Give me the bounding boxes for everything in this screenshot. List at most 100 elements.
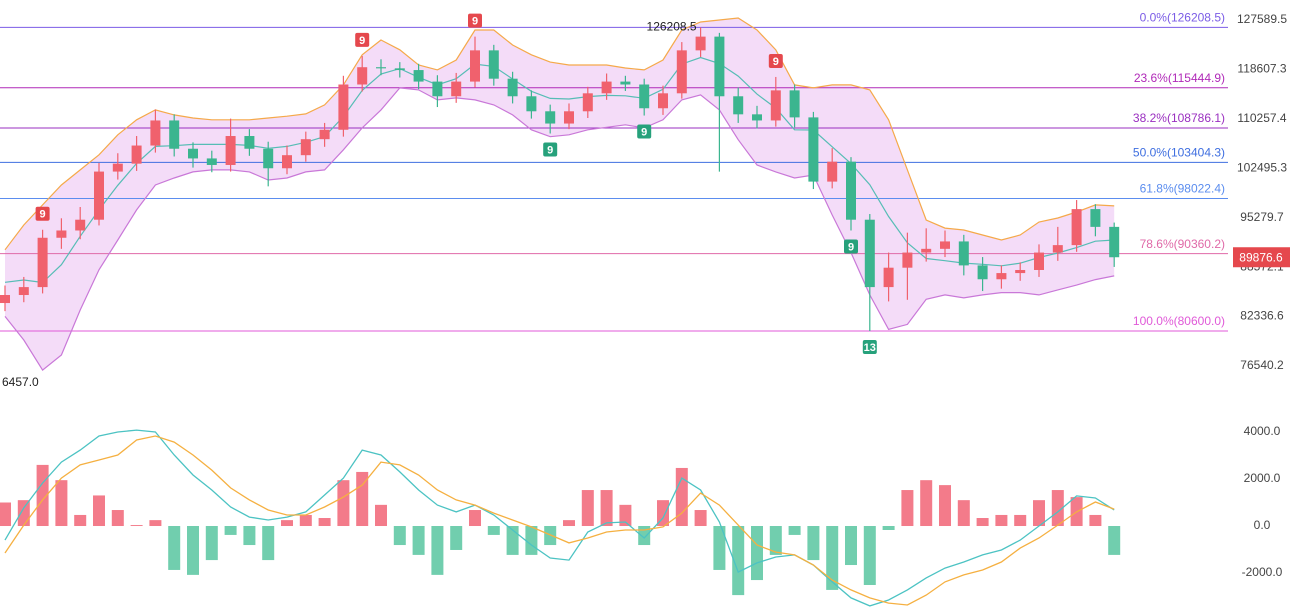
candle-body — [1071, 209, 1082, 246]
candle-body — [282, 155, 292, 169]
td-badge — [637, 124, 652, 139]
macd-bar — [1089, 514, 1102, 527]
macd-bar — [600, 490, 613, 527]
macd-bar — [675, 467, 688, 527]
fib-label: 0.0%(126208.5) — [1140, 11, 1225, 25]
candle-body — [319, 129, 330, 140]
macd-bar — [299, 514, 312, 527]
macd-bar — [732, 526, 745, 596]
macd-bar — [262, 526, 275, 561]
y-tick-label: 2000.0 — [1244, 471, 1281, 485]
macd-bar — [826, 526, 839, 590]
candle-body — [601, 81, 612, 94]
candle-body — [75, 219, 86, 231]
td-badge — [35, 206, 50, 221]
candle-body — [188, 148, 198, 159]
candle-body — [376, 67, 386, 69]
macd-bar — [205, 526, 218, 561]
td-badge — [844, 239, 858, 254]
macd-bar — [149, 520, 162, 527]
candle-body — [37, 237, 48, 288]
candle-body — [695, 36, 706, 51]
macd-bar — [657, 500, 669, 527]
macd-bar — [55, 480, 68, 527]
candle-body — [564, 111, 574, 124]
macd-bar — [469, 510, 481, 527]
candle-body — [488, 50, 499, 79]
candle-body — [0, 295, 10, 304]
candle-body — [18, 287, 29, 296]
candle-body — [470, 50, 480, 82]
macd-bar — [1108, 526, 1121, 555]
candle-body — [770, 90, 781, 121]
macd-bar — [901, 490, 914, 527]
candle-body — [300, 139, 311, 156]
y-tick-label: 82336.6 — [1240, 309, 1284, 323]
candle-body — [206, 158, 217, 165]
macd-bar — [976, 518, 989, 527]
candle-body — [996, 273, 1007, 280]
macd-bar — [882, 526, 895, 530]
macd-line — [4, 429, 1115, 607]
candle-body — [94, 171, 104, 220]
macd-bar — [957, 500, 970, 527]
y-tick-label: 110257.4 — [1237, 111, 1286, 125]
candle-body — [752, 114, 762, 121]
candle-body — [413, 70, 424, 82]
y-tick-label: 95279.7 — [1240, 210, 1284, 224]
macd-bar — [995, 514, 1008, 527]
macd-bar — [412, 526, 425, 555]
macd-bar — [393, 526, 406, 546]
candle-body — [658, 93, 668, 109]
candle-body — [56, 230, 67, 238]
candle-body — [507, 78, 518, 97]
candle-body — [357, 67, 368, 85]
macd-bar — [1051, 490, 1064, 527]
macd-bar — [619, 504, 632, 527]
macd-bar — [375, 504, 387, 527]
macd-bar — [581, 490, 594, 527]
y-tick-label: 102495.3 — [1237, 160, 1287, 174]
macd-bar — [807, 526, 820, 561]
macd-bar — [920, 480, 933, 527]
fib-label: 78.6%(90360.2) — [1140, 237, 1225, 251]
candle-body — [169, 120, 180, 149]
macd-bar — [431, 526, 444, 575]
macd-bar — [168, 526, 181, 570]
td-label: 9 — [40, 209, 46, 221]
macd-bar — [111, 510, 124, 527]
candle-body — [150, 120, 161, 146]
y-tick-label: 0.0 — [1254, 518, 1271, 532]
td-label: 9 — [773, 56, 779, 68]
high-label: 126208.5 — [647, 20, 697, 34]
candle-body — [789, 90, 800, 118]
macd-bar — [243, 526, 256, 546]
macd-bar — [356, 471, 369, 527]
td-label: 13 — [864, 342, 876, 354]
candle-body — [244, 136, 255, 149]
candle-body — [827, 161, 838, 182]
macd-bar — [224, 526, 237, 535]
candle-body — [676, 50, 687, 94]
low-label: 6457.0 — [2, 375, 39, 389]
macd-bar — [863, 526, 876, 585]
candle-body — [131, 145, 142, 164]
candle-body — [1034, 252, 1044, 270]
y-tick-label: 127589.5 — [1237, 12, 1287, 26]
td-badge — [768, 53, 783, 68]
candle-body — [394, 68, 405, 71]
candle-body — [714, 36, 725, 97]
macd-bar — [450, 526, 463, 550]
macd-bar — [93, 495, 105, 527]
candle-body — [733, 96, 744, 115]
band-fill — [5, 18, 1115, 371]
y-tick-label: -2000.0 — [1242, 565, 1283, 579]
fib-label: 61.8%(98022.4) — [1140, 182, 1225, 196]
candle-body — [526, 96, 537, 112]
td-label: 9 — [472, 16, 478, 28]
macd-bar — [563, 520, 575, 527]
candle-body — [620, 81, 631, 85]
fib-label: 50.0%(103404.3) — [1133, 145, 1225, 159]
macd-bar — [769, 526, 782, 555]
